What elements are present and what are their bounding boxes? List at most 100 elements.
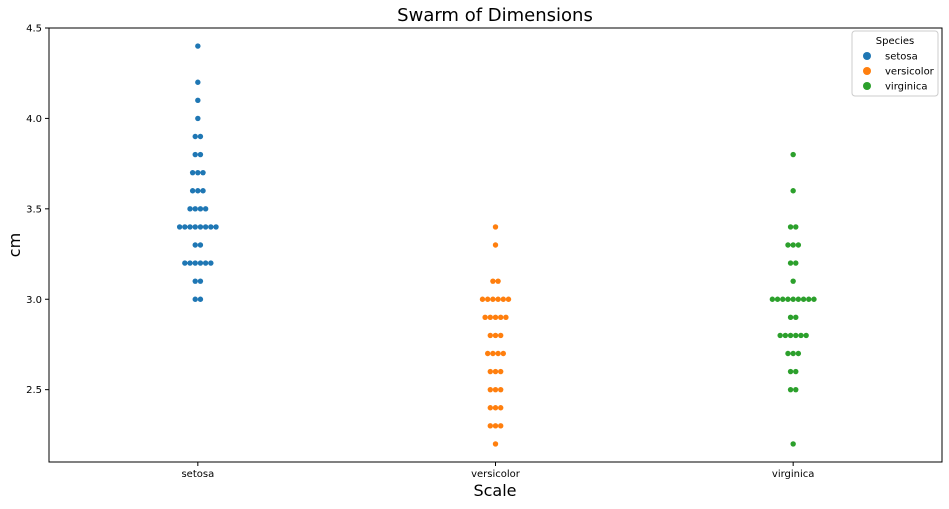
setosa-point — [176, 224, 183, 230]
versicolor-point — [485, 350, 491, 357]
versicolor-point — [492, 368, 499, 375]
virginica-point — [790, 296, 796, 302]
virginica-point — [793, 224, 799, 230]
virginica-point — [782, 332, 789, 339]
legend-box — [851, 30, 939, 97]
virginica-point — [787, 332, 794, 339]
setosa-point — [195, 43, 201, 49]
versicolor-point — [498, 386, 504, 393]
setosa-point — [192, 242, 198, 248]
setosa-point — [208, 224, 214, 230]
virginica-point — [780, 296, 786, 302]
chart-title: Swarm of Dimensions — [397, 5, 593, 26]
legend-marker-virginica — [863, 82, 871, 90]
versicolor-point — [498, 368, 504, 375]
versicolor-point — [505, 296, 512, 302]
versicolor-point — [492, 423, 499, 429]
setosa-point — [192, 260, 198, 266]
setosa-point — [182, 224, 188, 230]
virginica-point — [798, 332, 804, 339]
versicolor-point — [487, 314, 493, 321]
virginica-point — [793, 386, 799, 393]
legend-label-setosa: setosa — [885, 52, 918, 63]
legend-marker-setosa — [863, 52, 871, 60]
versicolor-point — [500, 350, 506, 357]
virginica-point — [790, 278, 796, 284]
y-tick-label: 4.5 — [26, 24, 42, 35]
setosa-point — [197, 133, 204, 140]
virginica-point — [793, 332, 799, 339]
versicolor-point — [492, 386, 499, 393]
virginica-point — [790, 188, 796, 194]
virginica-point — [811, 296, 817, 302]
versicolor-point — [492, 405, 499, 411]
setosa-point — [202, 260, 209, 266]
legend-marker-versicolor — [863, 67, 871, 75]
x-axis: setosa versicolor virginica — [181, 462, 814, 480]
x-axis-label: Scale — [473, 481, 516, 500]
setosa-point — [202, 206, 209, 212]
virginica-point — [785, 350, 791, 357]
setosa-point — [197, 224, 204, 230]
virginica-point — [787, 368, 794, 375]
virginica-point — [785, 242, 791, 248]
versicolor-point — [500, 296, 506, 302]
setosa-point — [189, 169, 196, 176]
versicolor-point — [487, 332, 493, 339]
x-tick-label: virginica — [772, 469, 815, 480]
versicolor-point — [492, 441, 499, 447]
virginica-point — [785, 296, 791, 302]
versicolor-point — [498, 405, 504, 411]
versicolor-point — [498, 314, 504, 321]
y-tick-label: 3.5 — [26, 204, 42, 215]
setosa-point — [195, 169, 201, 176]
setosa-point — [192, 296, 198, 302]
setosa-point — [208, 260, 214, 266]
data-points — [176, 43, 817, 447]
setosa-point — [197, 206, 204, 212]
virginica-point — [790, 242, 796, 248]
setosa-point — [197, 296, 204, 302]
setosa-point — [192, 224, 198, 230]
virginica-point — [795, 350, 802, 357]
x-tick-label: setosa — [181, 469, 214, 480]
versicolor-point — [492, 332, 499, 339]
virginica-point — [787, 314, 794, 321]
legend-label-virginica: virginica — [885, 82, 928, 93]
setosa-point — [192, 151, 198, 158]
versicolor-point — [487, 405, 493, 411]
versicolor-point — [498, 423, 504, 429]
y-axis-label: cm — [5, 233, 24, 257]
legend: Species setosa versicolor virginica — [851, 30, 939, 97]
virginica-point — [769, 296, 776, 302]
setosa-point — [192, 278, 198, 284]
setosa-point — [213, 224, 219, 230]
versicolor-point — [492, 314, 499, 321]
versicolor-point — [479, 296, 486, 302]
versicolor-point — [490, 350, 496, 357]
setosa-point — [197, 278, 204, 284]
virginica-point — [790, 151, 796, 158]
setosa-point — [192, 133, 198, 140]
setosa-point — [195, 188, 201, 194]
virginica-point — [793, 260, 799, 266]
setosa-point — [187, 224, 193, 230]
versicolor-point — [492, 224, 499, 230]
virginica-point — [800, 296, 807, 302]
setosa-point — [197, 151, 204, 158]
versicolor-point — [495, 350, 501, 357]
setosa-point — [182, 260, 188, 266]
virginica-point — [774, 296, 781, 302]
virginica-point — [790, 441, 796, 447]
versicolor-point — [482, 314, 488, 321]
setosa-point — [202, 224, 209, 230]
virginica-point — [787, 386, 794, 393]
virginica-point — [787, 260, 794, 266]
virginica-point — [793, 314, 799, 321]
virginica-point — [793, 368, 799, 375]
virginica-point — [806, 296, 812, 302]
versicolor-point — [503, 314, 509, 321]
legend-title: Species — [876, 36, 915, 47]
